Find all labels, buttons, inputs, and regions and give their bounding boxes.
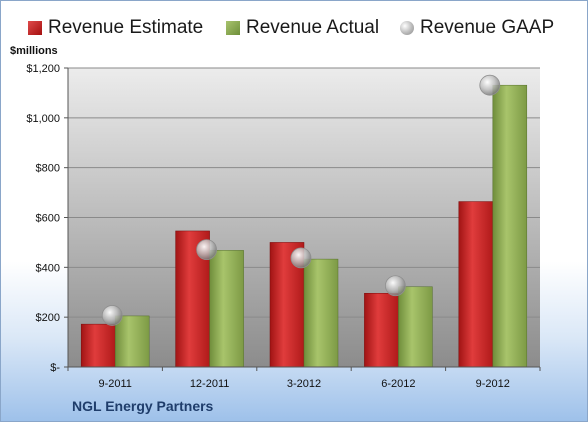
bar-revenue-actual bbox=[398, 286, 433, 368]
x-tick-label: 6-2012 bbox=[381, 378, 415, 390]
marker-revenue-gaap bbox=[101, 305, 123, 326]
legend-swatch-gaap bbox=[400, 21, 414, 35]
y-tick-label: $1,000 bbox=[26, 113, 60, 125]
y-tick-label: $400 bbox=[36, 262, 60, 274]
company-name: NGL Energy Partners bbox=[72, 398, 214, 414]
legend-swatch-actual bbox=[226, 21, 240, 35]
bar-revenue-estimate bbox=[80, 323, 116, 368]
y-tick-label: $200 bbox=[36, 312, 60, 324]
legend-label-estimate: Revenue Estimate bbox=[48, 17, 204, 38]
legend-label-actual: Revenue Actual bbox=[246, 17, 380, 38]
marker-revenue-gaap bbox=[196, 239, 218, 261]
x-tick-label: 9-2011 bbox=[98, 378, 131, 390]
bar-revenue-actual bbox=[209, 250, 244, 368]
bar-revenue-estimate bbox=[364, 292, 399, 368]
y-tick-label: $600 bbox=[36, 213, 60, 225]
bar-revenue-actual bbox=[303, 258, 339, 368]
y-tick-label: $800 bbox=[36, 163, 60, 175]
marker-revenue-gaap bbox=[290, 247, 312, 269]
legend-label-gaap: Revenue GAAP bbox=[420, 17, 555, 38]
bar-revenue-actual bbox=[492, 84, 528, 368]
x-tick-label: 9-2012 bbox=[476, 378, 510, 390]
y-axis-units-label: $millions bbox=[10, 45, 58, 57]
marker-revenue-gaap bbox=[479, 74, 501, 96]
marker-revenue-gaap bbox=[384, 275, 406, 297]
x-tick-label: 12-2011 bbox=[190, 378, 230, 390]
bar-revenue-estimate bbox=[458, 201, 494, 368]
legend-swatch-estimate bbox=[28, 21, 42, 35]
x-tick-label: 3-2012 bbox=[287, 378, 321, 390]
bar-revenue-actual bbox=[114, 315, 150, 368]
y-tick-label: $1,200 bbox=[26, 63, 60, 75]
y-tick-label: $- bbox=[50, 362, 60, 374]
